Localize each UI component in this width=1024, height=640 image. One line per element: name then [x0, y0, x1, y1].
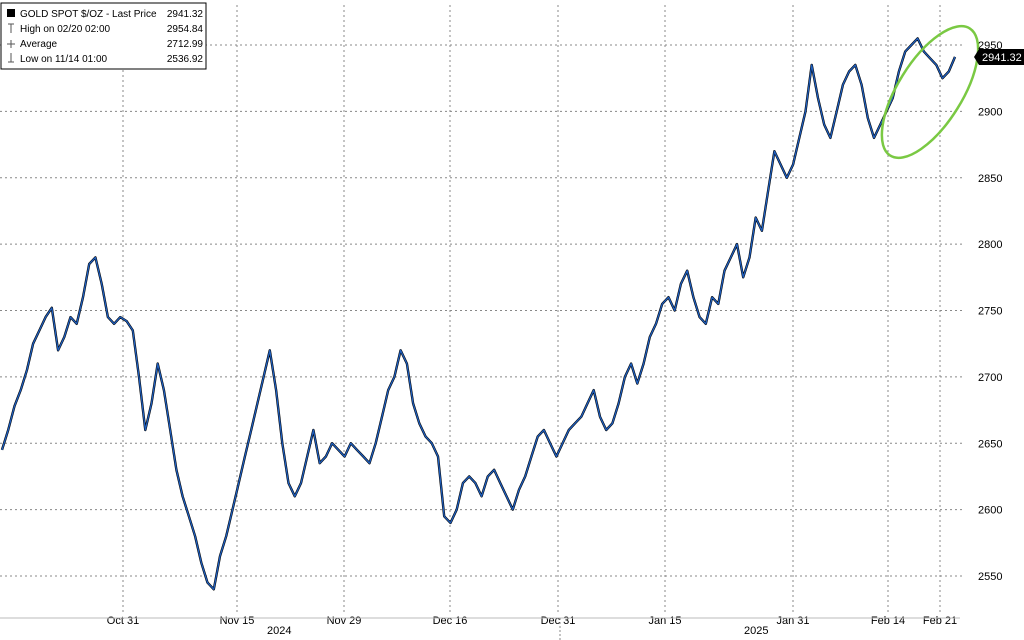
highlight-ellipse — [880, 24, 980, 160]
legend: GOLD SPOT $/OZ - Last Price 2941.32 High… — [0, 2, 207, 70]
legend-average-label: Average — [20, 39, 58, 50]
x-tick-label: Dec 16 — [433, 615, 468, 627]
x-tick-label: Dec 31 — [541, 615, 576, 627]
legend-swatch-icon — [7, 9, 15, 17]
legend-low-label: Low on 11/14 01:00 — [20, 54, 108, 65]
year-label-2025: 2025 — [744, 625, 768, 637]
x-axis-ticks: Oct 31 Nov 15 Nov 29 Dec 16 Dec 31 Jan 15 Jan … — [107, 615, 957, 627]
y-tick-label: 2600 — [978, 505, 1002, 517]
legend-title: GOLD SPOT $/OZ - Last Price — [20, 9, 157, 20]
x-tick-label: Jan 15 — [648, 615, 681, 627]
y-tick-label: 2650 — [978, 438, 1002, 450]
y-tick-label: 2550 — [978, 571, 1002, 583]
x-tick-label: Nov 29 — [327, 615, 362, 627]
y-tick-label: 2800 — [978, 239, 1002, 251]
last-price-value: 2941.32 — [982, 52, 1022, 64]
y-tick-label: 2900 — [978, 106, 1002, 118]
year-label-2024: 2024 — [267, 625, 291, 637]
price-line — [1, 37, 956, 590]
x-tick-label: Feb 14 — [871, 615, 905, 627]
average-marker-icon — [7, 40, 15, 48]
low-marker-icon — [8, 53, 14, 63]
price-line-shadow — [0, 37, 957, 591]
last-price-tag: 2941.32 — [974, 49, 1024, 65]
legend-low-value: 2536.92 — [167, 54, 204, 65]
y-tick-label: 2750 — [978, 306, 1002, 318]
high-marker-icon — [8, 23, 14, 33]
legend-title-value: 2941.32 — [167, 9, 204, 20]
y-tick-label: 2850 — [978, 173, 1002, 185]
y-tick-label: 2700 — [978, 372, 1002, 384]
x-tick-label: Feb 21 — [923, 615, 957, 627]
x-tick-label: Jan 31 — [776, 615, 809, 627]
legend-high-value: 2954.84 — [167, 24, 204, 35]
x-tick-label: Nov 15 — [220, 615, 255, 627]
legend-high-label: High on 02/20 02:00 — [20, 24, 111, 35]
year-axis: 2024 2025 — [0, 617, 960, 640]
legend-average-value: 2712.99 — [167, 39, 204, 50]
x-tick-label: Oct 31 — [107, 615, 139, 627]
